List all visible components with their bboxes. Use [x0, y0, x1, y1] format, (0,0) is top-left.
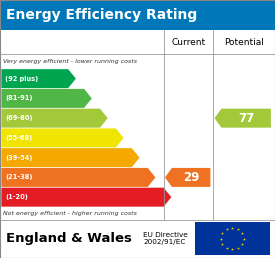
Text: 29: 29	[183, 171, 199, 184]
Text: 77: 77	[238, 112, 254, 125]
Polygon shape	[1, 168, 155, 187]
Text: Energy Efficiency Rating: Energy Efficiency Rating	[6, 8, 197, 22]
Text: A: A	[76, 72, 86, 85]
Text: (81-91): (81-91)	[5, 95, 32, 101]
Text: (92 plus): (92 plus)	[5, 76, 38, 82]
Text: Potential: Potential	[224, 38, 264, 47]
Bar	[0, 0, 275, 30]
Polygon shape	[1, 109, 108, 128]
Text: (1-20): (1-20)	[5, 194, 28, 200]
Polygon shape	[1, 89, 92, 108]
Polygon shape	[1, 188, 171, 207]
Text: (55-68): (55-68)	[5, 135, 32, 141]
Text: EU Directive
2002/91/EC: EU Directive 2002/91/EC	[143, 232, 187, 245]
Text: D: D	[124, 131, 134, 144]
Polygon shape	[165, 168, 210, 187]
Text: (69-80): (69-80)	[5, 115, 32, 121]
Text: Very energy efficient - lower running costs: Very energy efficient - lower running co…	[3, 59, 137, 64]
Polygon shape	[1, 69, 76, 88]
Text: (39-54): (39-54)	[5, 155, 32, 161]
Text: Current: Current	[171, 38, 205, 47]
Text: (21-38): (21-38)	[5, 174, 32, 180]
Polygon shape	[1, 148, 139, 167]
Text: C: C	[108, 112, 117, 125]
Text: Not energy efficient - higher running costs: Not energy efficient - higher running co…	[3, 211, 137, 216]
Text: G: G	[172, 191, 182, 204]
Text: England & Wales: England & Wales	[6, 232, 131, 245]
Bar	[195, 222, 270, 255]
Polygon shape	[214, 109, 271, 128]
Text: F: F	[156, 171, 164, 184]
Text: E: E	[140, 151, 148, 164]
Polygon shape	[1, 128, 123, 147]
Text: B: B	[92, 92, 101, 105]
